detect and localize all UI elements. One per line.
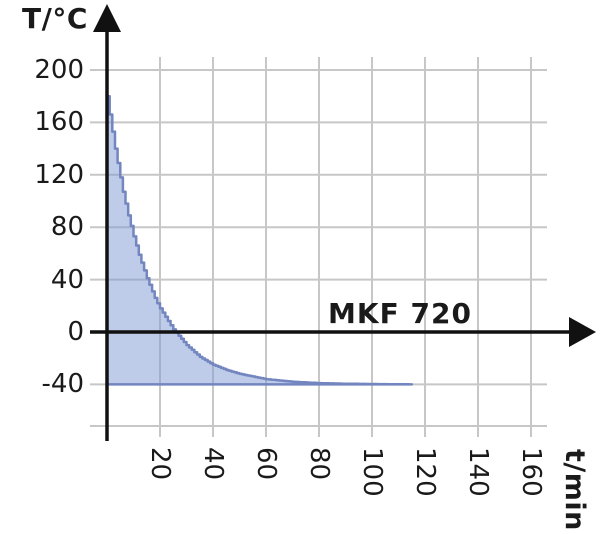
y-tick-label: 160 [34, 107, 84, 137]
y-tick-label: 200 [34, 55, 84, 85]
x-tick-label: 20 [145, 447, 175, 481]
x-tick-label: 40 [198, 447, 228, 481]
pull-down-curve [105, 94, 414, 386]
x-tick-label: 120 [410, 447, 440, 497]
y-tick-label: 40 [50, 265, 84, 295]
y-tick-label: -40 [41, 369, 84, 399]
x-tick-label: 60 [251, 447, 281, 481]
y-axis-arrow [93, 4, 121, 32]
x-tick-label: 140 [463, 447, 493, 497]
y-tick-label: 120 [34, 160, 84, 190]
y-axis-title: T/°C [22, 2, 88, 35]
model-label: MKF 720 [328, 297, 472, 330]
y-tick-label: 0 [67, 317, 84, 347]
x-tick-label: 80 [304, 447, 334, 481]
y-tick-label: 80 [50, 212, 84, 242]
x-axis-title: t/min [559, 449, 590, 531]
x-axis-arrow [569, 317, 596, 347]
x-tick-label: 160 [516, 447, 546, 497]
x-tick-label: 100 [357, 447, 387, 497]
